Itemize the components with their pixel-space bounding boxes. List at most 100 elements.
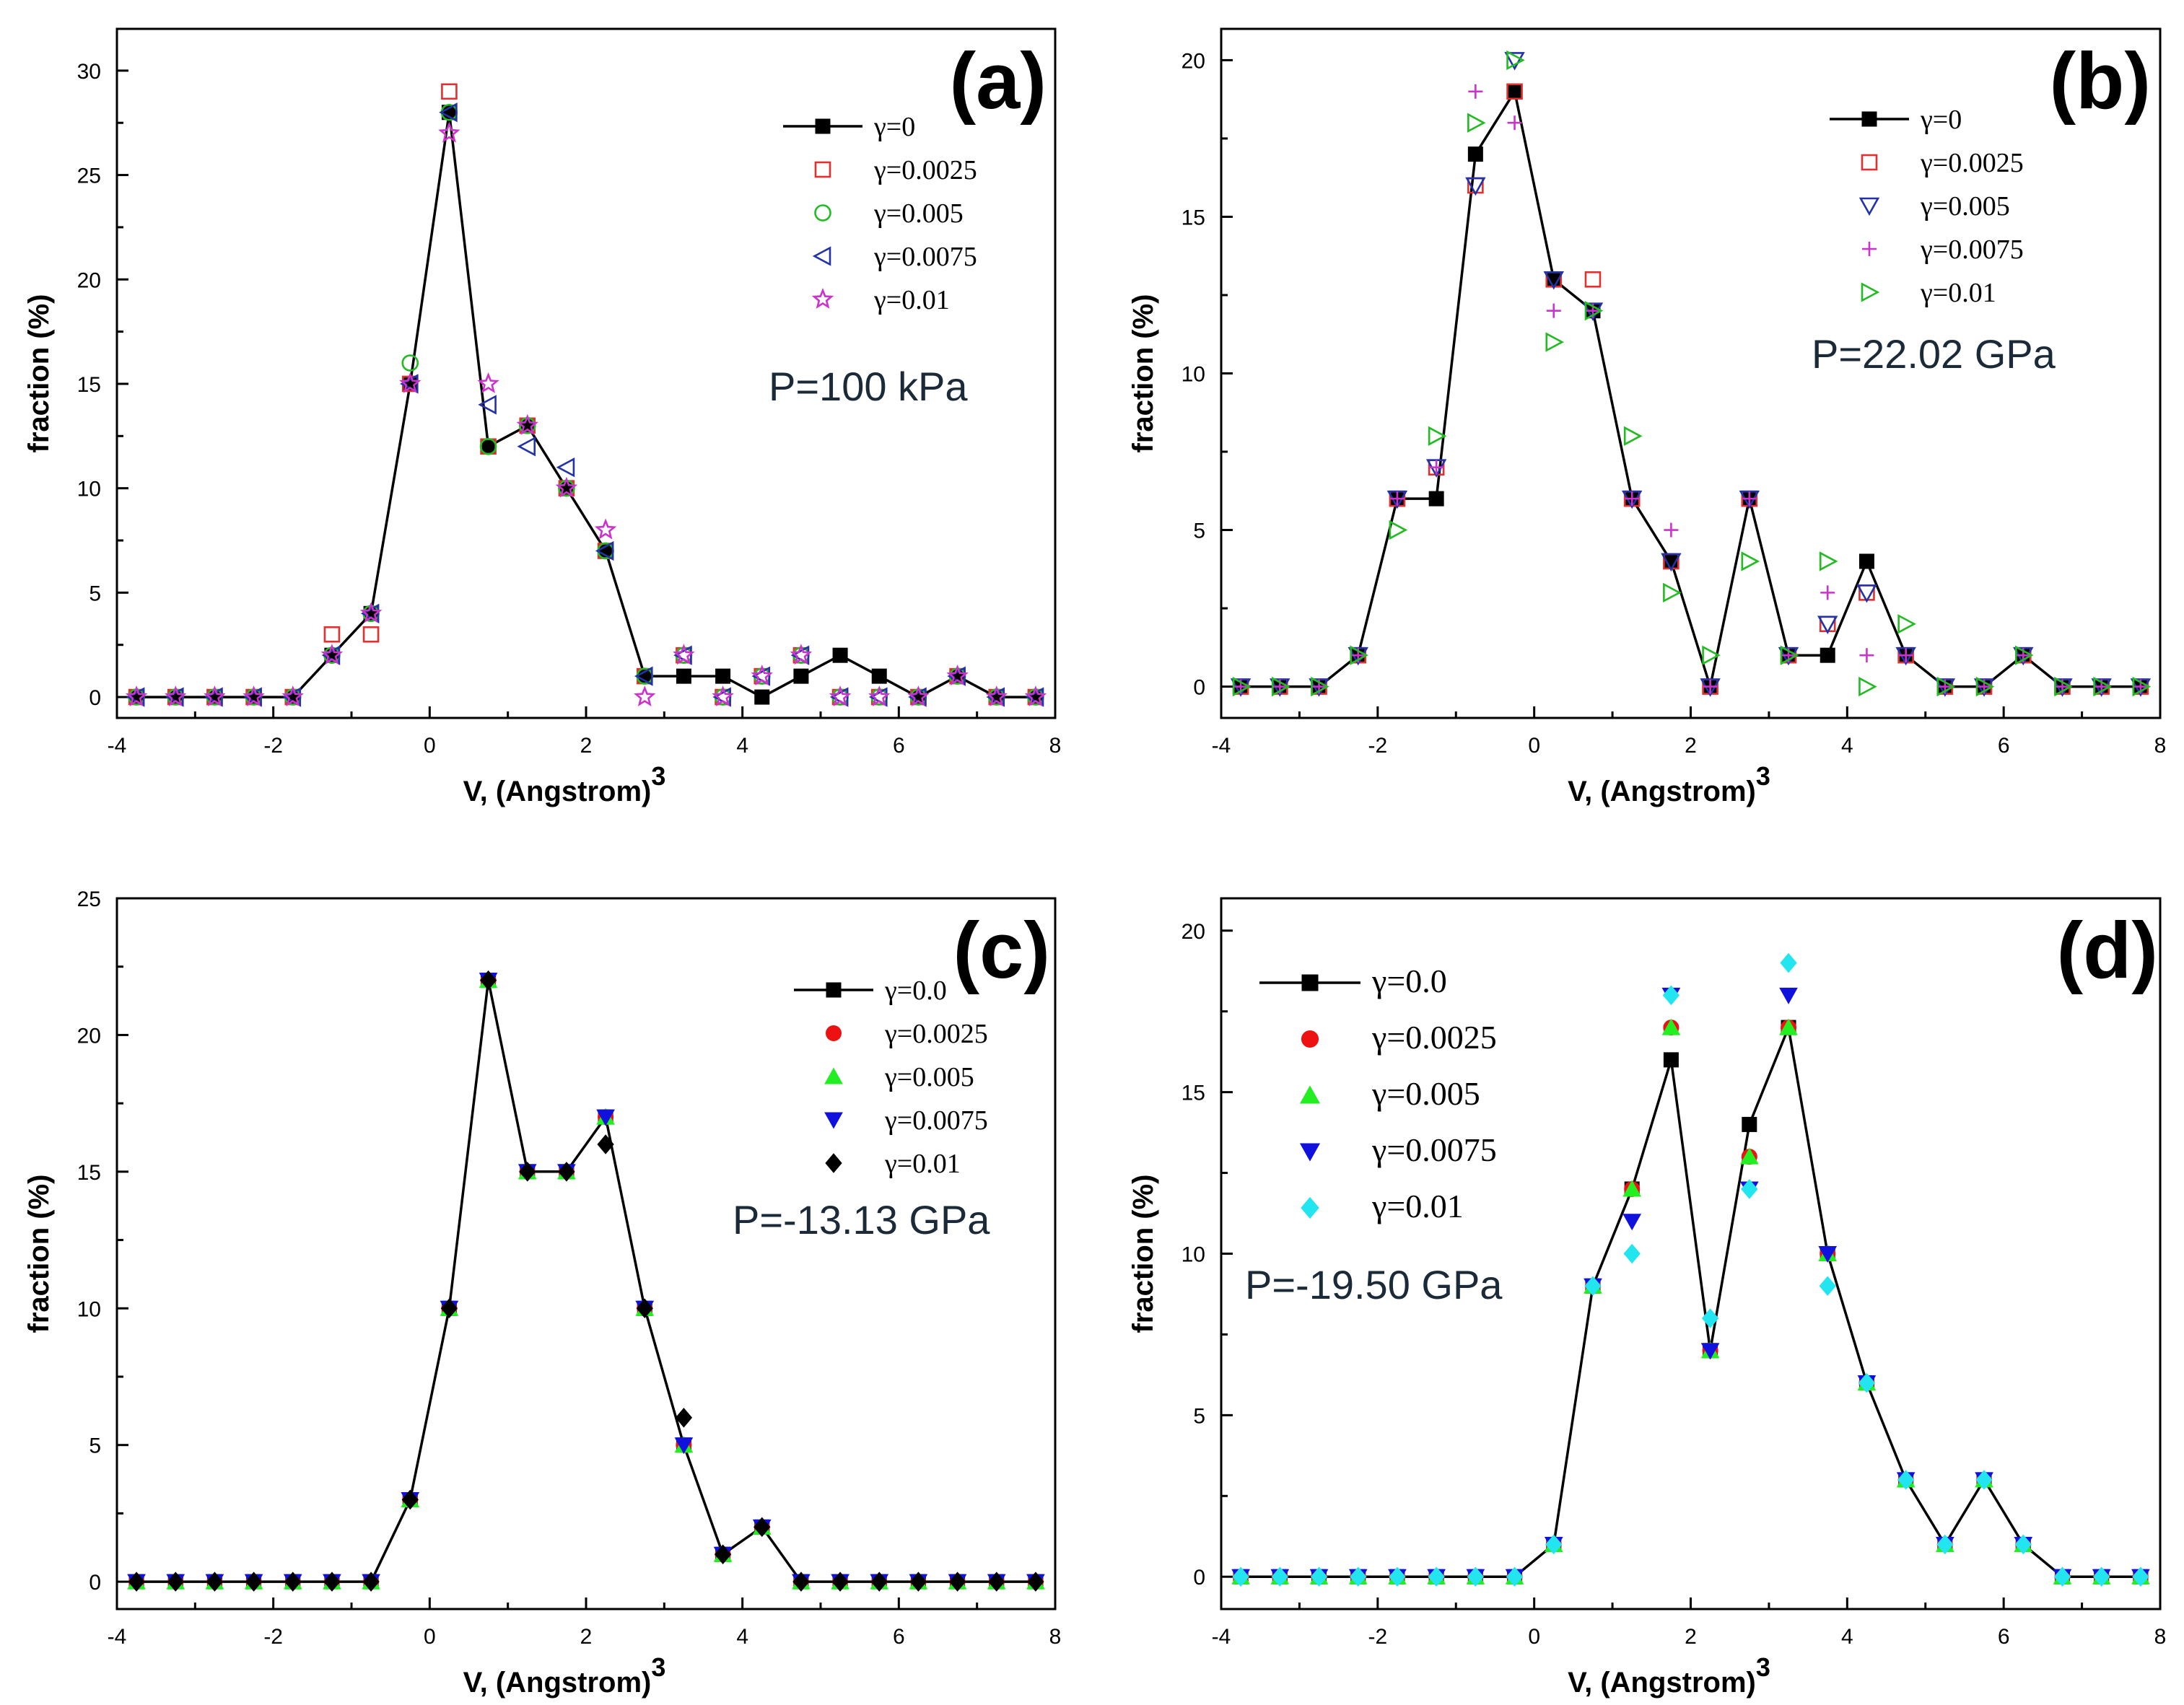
legend-marker (1299, 1143, 1321, 1162)
data-point (323, 626, 341, 643)
legend-label: γ=0.01 (873, 285, 950, 315)
legend-label: γ=0.0025 (1920, 148, 2024, 178)
data-point (754, 1517, 771, 1538)
legend-label: γ=0.005 (873, 198, 964, 229)
data-point (1507, 115, 1522, 131)
x-axis-title-text: V, (Angstrom) (463, 776, 652, 807)
data-point (985, 685, 1008, 707)
legend-marker (811, 287, 834, 309)
data-point (1856, 584, 1877, 603)
data-point (2132, 676, 2152, 697)
data-point (1622, 1180, 1642, 1197)
legend-entry: γ=0.0075 (1299, 1131, 1497, 1168)
data-point (673, 644, 695, 665)
data-point (1780, 952, 1797, 973)
x-tick-label: 6 (1998, 1625, 2010, 1649)
legend-marker (1861, 282, 1880, 302)
legend-label: γ=0 (873, 112, 915, 142)
data-point (1975, 1470, 1993, 1490)
data-point (831, 1572, 849, 1592)
legend-entry: γ=0.01 (811, 285, 950, 315)
series-4 (125, 121, 1047, 707)
y-tick-label: 10 (77, 1297, 101, 1321)
data-point (516, 413, 538, 435)
legend-marker (824, 1112, 843, 1129)
data-point (1584, 1276, 1602, 1297)
y-tick-label: 10 (1181, 1243, 1205, 1267)
data-point (676, 668, 691, 684)
data-point (636, 1298, 653, 1319)
legend-entry: γ=0.0075 (812, 242, 977, 272)
x-tick-label: -2 (263, 734, 283, 758)
legend-marker (824, 1067, 843, 1084)
y-tick-label: 20 (77, 268, 101, 292)
data-point (167, 1572, 184, 1592)
x-axis-title-text: V, (Angstrom) (463, 1667, 652, 1699)
data-point (519, 1162, 536, 1182)
data-point (1428, 491, 1444, 507)
legend-entry: γ=0.0025 (1861, 148, 2024, 178)
legend-entry: γ=0.01 (1301, 1188, 1464, 1224)
legend: γ=0.0 γ=0.0025 γ=0.005 γ=0.0075 γ=0.01 (794, 976, 988, 1179)
legend-label: γ=0.0075 (884, 1105, 988, 1136)
x-tick-label: 2 (1685, 1625, 1697, 1649)
data-point (1506, 83, 1523, 100)
data-point (1741, 1179, 1758, 1199)
panel-b: -4 -2 0 2 4 6 8 0 5 10 15 20 V, (Angstrom)3 fraction … (1127, 27, 2166, 807)
data-point (1661, 1018, 1681, 1035)
panel-label: (a) (950, 37, 1047, 126)
y-axis-title: fraction (%) (1127, 1175, 1159, 1333)
x-tick-label: 0 (424, 1625, 436, 1649)
legend-entry: γ=0.01 (825, 1149, 961, 1179)
data-point (1859, 648, 1874, 663)
y-tick-label: 5 (89, 1434, 101, 1458)
legend: γ=0 γ=0.0025 γ=0.005 γ=0.0075 γ=0.01 (1830, 105, 2024, 308)
legend-marker (1858, 197, 1880, 216)
data-point (1820, 585, 1835, 600)
data-point (1858, 676, 1877, 697)
data-point (558, 1162, 575, 1182)
data-point (1897, 1470, 1915, 1490)
x-tick-label: 6 (893, 1625, 905, 1649)
legend-marker (814, 204, 831, 222)
data-point (1506, 1566, 1524, 1587)
data-point (909, 1572, 927, 1592)
legend-label: γ=0.01 (884, 1149, 961, 1179)
data-point (1504, 52, 1525, 71)
data-point (245, 1572, 263, 1592)
data-point (1702, 645, 1721, 665)
y-tick-label: 15 (77, 1161, 101, 1185)
legend-entry: γ=0.005 (1299, 1075, 1480, 1112)
data-point (2132, 1566, 2149, 1587)
data-point (829, 685, 852, 707)
y-tick-label: 5 (1193, 1404, 1205, 1428)
data-point (1897, 614, 1916, 634)
data-point (1428, 426, 1447, 446)
legend-label: γ=0.0 (1371, 963, 1447, 999)
y-tick-label: 15 (77, 373, 101, 397)
x-axis-title: V, (Angstrom)3 (463, 761, 666, 807)
legend-label: γ=0 (1920, 105, 1962, 135)
data-point (1389, 1566, 1406, 1587)
data-point (1742, 491, 1757, 507)
data-point (128, 1572, 145, 1592)
x-tick-label: 4 (736, 1625, 748, 1649)
data-point (1663, 1052, 1679, 1068)
legend-entry: γ=0.0075 (824, 1105, 988, 1136)
panel-label: (c) (953, 906, 1050, 995)
x-tick-label: -2 (263, 1625, 283, 1649)
legend-label: γ=0.0025 (873, 155, 977, 185)
data-point (1779, 987, 1798, 1004)
data-point (597, 1134, 614, 1154)
data-point (281, 685, 304, 707)
x-tick-label: 2 (580, 1625, 593, 1649)
data-point (1584, 271, 1602, 288)
pressure-annotation: P=-13.13 GPa (733, 1197, 990, 1242)
data-point (1623, 1243, 1641, 1264)
data-point (2054, 676, 2073, 697)
data-point (1663, 582, 1682, 603)
y-axis-title: fraction (%) (1127, 294, 1159, 453)
x-tick-label: 0 (1528, 734, 1540, 758)
legend-entry: γ=0.005 (824, 1062, 974, 1092)
